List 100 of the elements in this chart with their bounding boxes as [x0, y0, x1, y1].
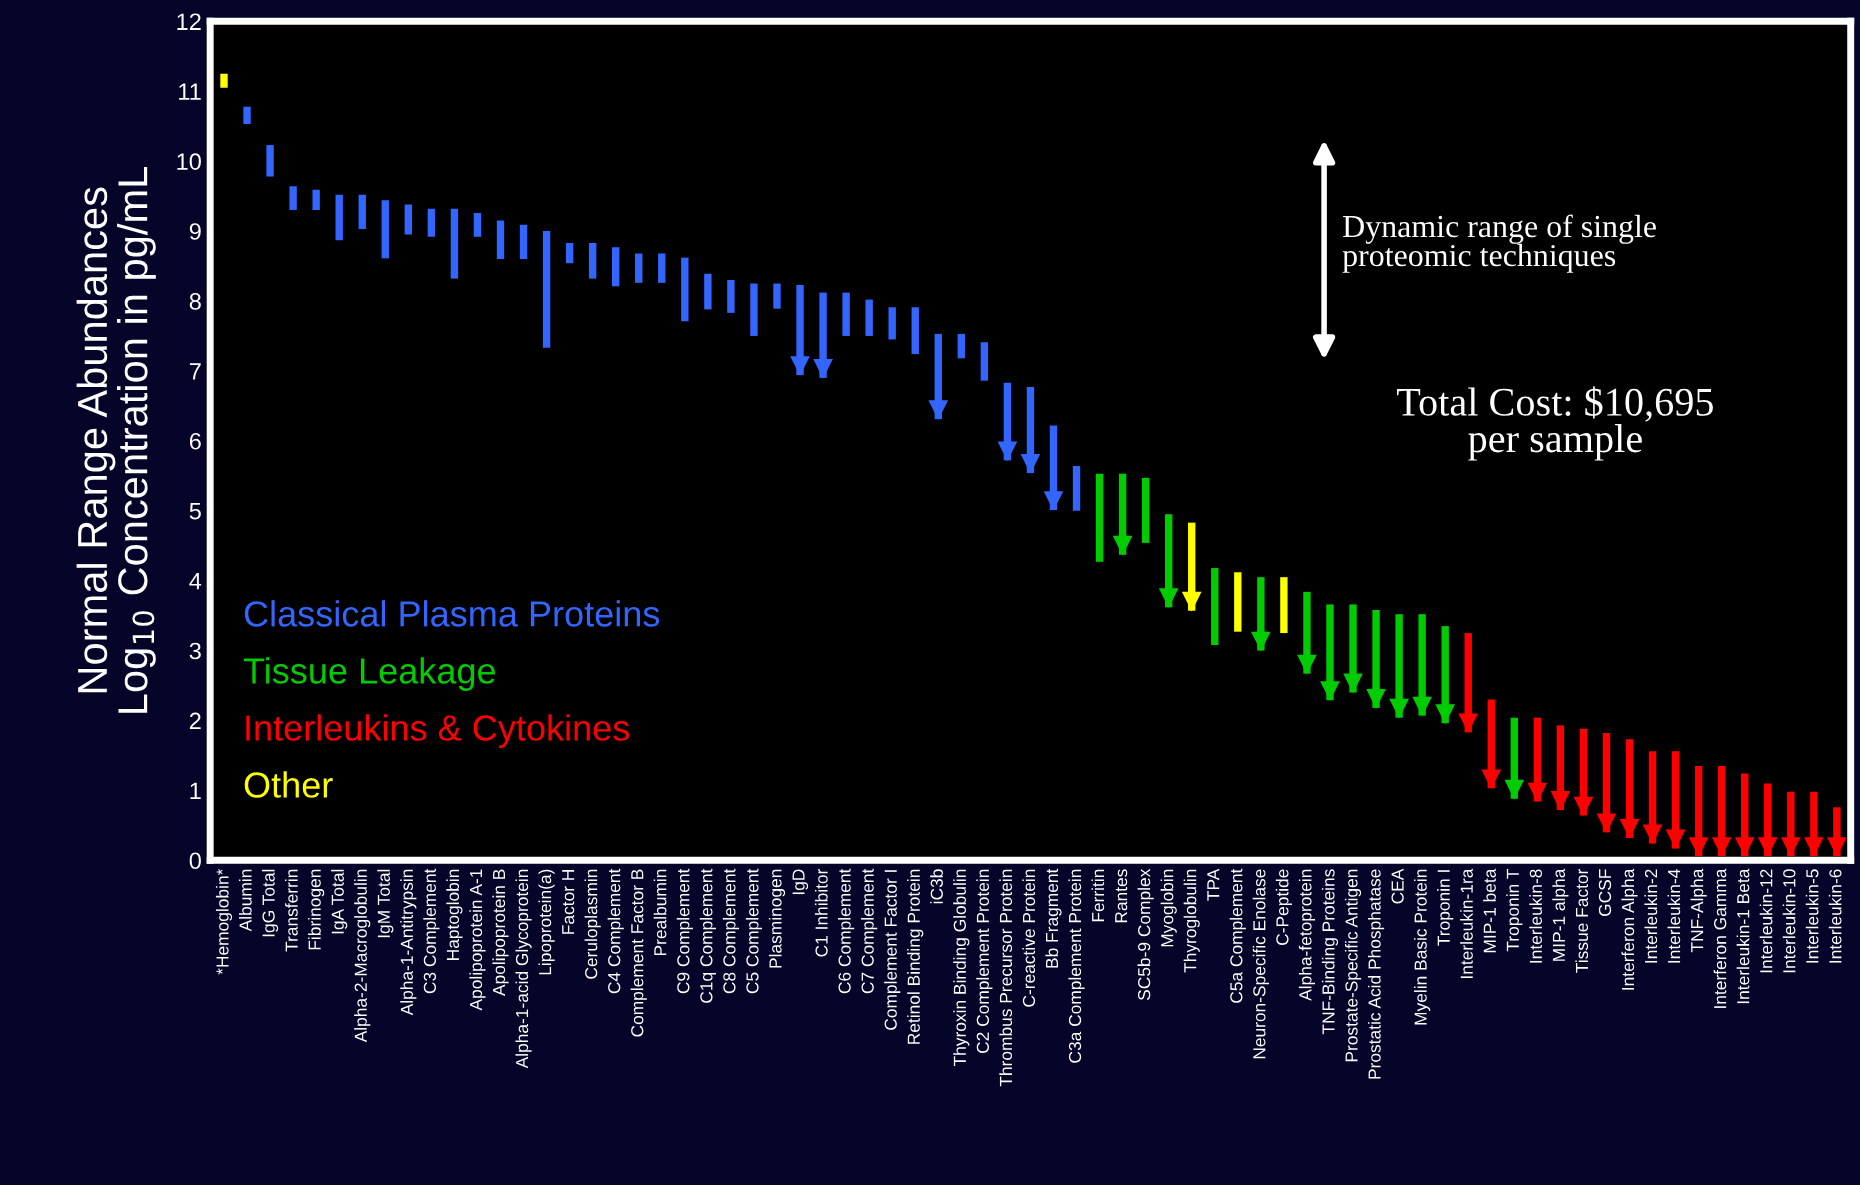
x-tick-label: Thyroxin Binding Globulin — [953, 869, 970, 1067]
x-tick-label: Interleukin-4 — [1667, 869, 1681, 963]
point — [1435, 704, 1455, 725]
y-tick-label: 2 — [189, 712, 201, 730]
point — [790, 356, 810, 376]
x-tick-label: IgM Total — [377, 869, 394, 938]
x-tick-label: Factor H — [562, 870, 575, 934]
bar — [266, 145, 274, 177]
bar — [289, 186, 297, 211]
x-tick-label: Thrombus Precursor Protein — [999, 869, 1013, 1087]
x-tick-label: C5 Complement — [745, 868, 763, 994]
bar — [704, 273, 712, 310]
x-tick-label: Myelin Basic Protein — [1414, 869, 1431, 1025]
text: Classical Plasma Proteins — [244, 600, 660, 627]
x-tick-label: SC5b-9 Complex — [1137, 868, 1154, 1001]
x-tick-label: Interleukin-12 — [1759, 869, 1773, 973]
y-tick-label: 9 — [189, 223, 201, 240]
bar — [1280, 577, 1288, 634]
x-tick-label: CEA — [1391, 868, 1404, 904]
x-tick-label: Complement Factor B — [630, 869, 647, 1037]
x-tick-label: Albumin — [238, 869, 252, 932]
x-tick-label: Interferon Gamma — [1713, 868, 1727, 1008]
x-tick-label: TNF-Alpha — [1690, 868, 1707, 953]
bar — [220, 73, 228, 88]
x-tick-label: Interferon Alpha — [1621, 868, 1638, 990]
x-tick-label: C8 Complement — [722, 868, 739, 994]
x-tick-label: Interleukin-2 — [1644, 869, 1658, 963]
x-tick-label: Interleukin-6 — [1828, 869, 1842, 963]
x-tick-label: IgA Total — [331, 869, 348, 934]
x-tick-label: Prealbumin — [653, 869, 667, 956]
y-tick-label: 7 — [189, 363, 201, 380]
x-tick-label: C5a Complement — [1229, 868, 1246, 1003]
x-tick-label: Fibrinogen — [308, 869, 325, 950]
y-tick-label: 12 — [177, 13, 201, 30]
point — [1181, 591, 1202, 612]
bar — [1141, 477, 1150, 543]
bar — [473, 212, 482, 237]
bar — [911, 307, 919, 355]
point — [1412, 696, 1432, 717]
x-tick-label: Interleukin-1ra — [1460, 868, 1473, 978]
x-tick-label: Apolipoprotein A-1 — [469, 869, 486, 1011]
x-tick-label: Troponin I — [1437, 870, 1454, 946]
x-tick-label: C2 Complement Protein — [976, 869, 993, 1054]
point — [1366, 688, 1386, 709]
bar — [681, 257, 689, 322]
x-tick-label: Tissue Factor — [1575, 868, 1589, 973]
bar — [957, 333, 965, 359]
bar — [542, 231, 551, 348]
bar — [404, 204, 413, 235]
point — [1734, 837, 1755, 857]
point — [1711, 837, 1732, 857]
bar — [1234, 572, 1242, 632]
point — [1757, 837, 1778, 857]
bar — [888, 307, 896, 340]
point — [1619, 819, 1640, 839]
y-tick-label: 3 — [189, 642, 201, 660]
text: Other — [244, 771, 333, 798]
x-tick-label: C-reactive Protein — [1022, 869, 1036, 1007]
x-tick-label: Myoglobin — [1160, 869, 1177, 947]
bar — [496, 220, 505, 260]
bar — [312, 189, 320, 211]
point — [1550, 791, 1571, 811]
point — [1112, 535, 1133, 556]
x-tick-label: Rantes — [1115, 869, 1128, 923]
point — [813, 358, 833, 379]
bar — [427, 208, 436, 237]
x-tick-label: TNF-Binding Proteins — [1321, 869, 1339, 1035]
text: Tissue Leakage — [243, 657, 495, 691]
x-tick-label: C9 Complement — [676, 868, 693, 994]
bar — [750, 283, 758, 336]
bar — [635, 253, 643, 283]
x-tick-label: Interleukin-5 — [1805, 869, 1819, 963]
point — [1504, 779, 1525, 800]
x-tick-label: MIP-1 alpha — [1552, 868, 1569, 961]
x-tick-label: C6 Complement — [838, 868, 855, 994]
bar — [565, 242, 574, 264]
point — [1020, 454, 1041, 474]
x-tick-label: TPA — [1207, 868, 1220, 901]
x-tick-label: Transferrin — [285, 869, 298, 952]
y-tick-label: 4 — [189, 572, 202, 590]
x-tick-label: Alpha-1-acid Glycoprotein — [515, 869, 532, 1069]
bar — [450, 208, 459, 279]
x-tick-label: Thyroglobulin — [1183, 869, 1200, 973]
bar — [381, 200, 389, 259]
x-tick-label: Troponin T — [1506, 869, 1523, 952]
x-tick-label: Alpha-fetoprotein — [1298, 869, 1316, 1001]
bar — [1072, 465, 1081, 511]
x-tick-label: Plasminogen — [768, 869, 786, 968]
y-tick-label: 5 — [189, 503, 201, 520]
x-tick-label: *Hemoglobin* — [215, 868, 233, 975]
x-tick-label: C3a Complement Protein — [1068, 869, 1085, 1063]
y-tick-label: 6 — [189, 432, 201, 450]
x-tick-label: C3 Complement — [423, 868, 440, 994]
point — [1043, 491, 1064, 511]
point — [1320, 681, 1340, 701]
point — [1481, 769, 1502, 790]
point — [1389, 698, 1409, 719]
x-tick-label: C1q Complement — [699, 868, 716, 1003]
x-tick-label: Apolipoprotein B — [492, 869, 509, 996]
point — [1596, 813, 1617, 834]
